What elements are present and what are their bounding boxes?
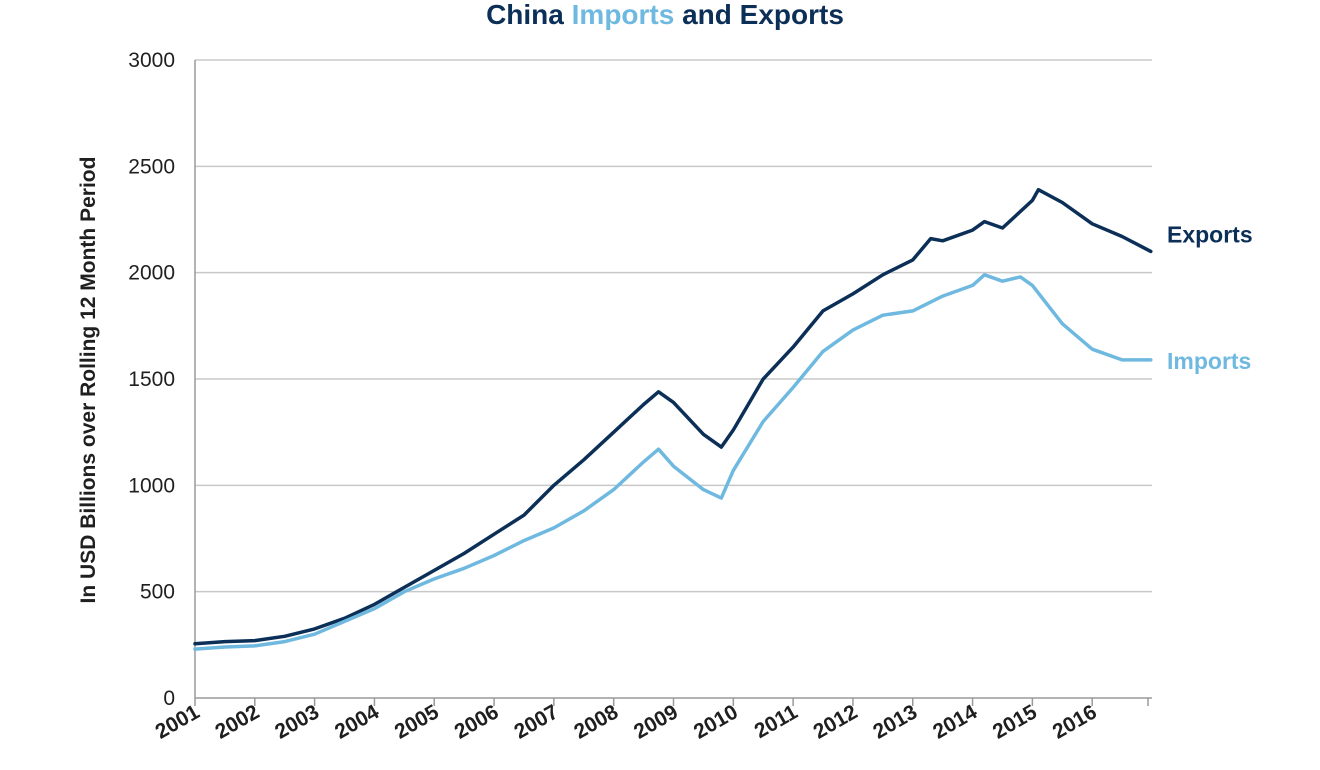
chart-title-part3: and Exports bbox=[674, 0, 844, 30]
grid-lines bbox=[194, 59, 1152, 706]
series-label-imports: Imports bbox=[1167, 348, 1251, 374]
x-tick-2015: 2015 bbox=[989, 700, 1041, 743]
x-tick-2012: 2012 bbox=[809, 700, 861, 743]
y-tick-1000: 1000 bbox=[128, 474, 175, 497]
y-axis-label: In USD Billions over Rolling 12 Month Pe… bbox=[77, 157, 100, 604]
y-tick-2500: 2500 bbox=[128, 155, 175, 178]
series-line-exports bbox=[193, 187, 1153, 646]
chart-title-imports: Imports bbox=[571, 0, 675, 30]
x-tick-2007: 2007 bbox=[510, 700, 562, 743]
x-tick-2004: 2004 bbox=[331, 700, 383, 743]
x-tick-2011: 2011 bbox=[751, 700, 802, 743]
x-tick-2016: 2016 bbox=[1049, 700, 1101, 743]
x-tick-2013: 2013 bbox=[869, 700, 921, 743]
x-tick-2010: 2010 bbox=[690, 700, 742, 743]
x-tick-2001: 2001 bbox=[152, 700, 204, 743]
x-tick-2005: 2005 bbox=[391, 700, 443, 743]
x-tick-2002: 2002 bbox=[211, 700, 263, 743]
y-tick-1500: 1500 bbox=[128, 368, 175, 391]
x-tick-labels: 2001 2002 2003 2004 2005 2006 2007 2008 2009 2010… bbox=[152, 700, 1101, 743]
y-tick-labels: 0 500 1000 1500 2000 2500 3000 bbox=[128, 49, 175, 710]
series-line-imports bbox=[193, 273, 1153, 651]
series-label-exports: Exports bbox=[1167, 221, 1253, 247]
x-tick-2003: 2003 bbox=[271, 700, 323, 743]
x-tick-2006: 2006 bbox=[451, 700, 503, 743]
y-tick-500: 500 bbox=[140, 581, 175, 604]
y-tick-0: 0 bbox=[163, 687, 175, 710]
y-tick-2000: 2000 bbox=[128, 262, 175, 285]
x-tick-2014: 2014 bbox=[929, 700, 981, 743]
chart-title: China Imports and Exports bbox=[0, 0, 1320, 30]
chart-title-part1: China bbox=[486, 0, 572, 30]
series-lines bbox=[193, 187, 1153, 651]
series-labels: Exports Imports bbox=[1167, 221, 1253, 373]
y-tick-3000: 3000 bbox=[128, 49, 175, 72]
x-tick-2008: 2008 bbox=[570, 700, 622, 743]
x-tick-2009: 2009 bbox=[630, 700, 682, 743]
